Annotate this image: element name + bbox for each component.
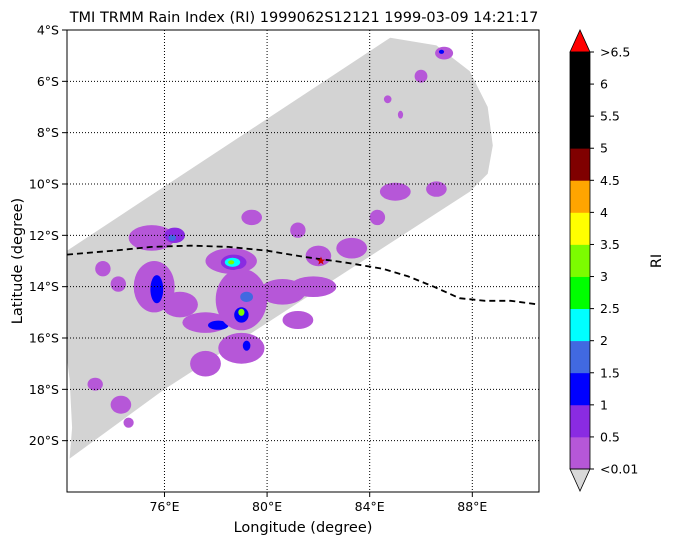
rain-cell (383, 95, 392, 104)
y-tick-label: 6°S (37, 74, 59, 89)
rain-cell (110, 395, 132, 414)
rain-cell (240, 291, 254, 302)
rain-cell (305, 245, 332, 267)
y-tick-label: 20°S (29, 433, 59, 448)
colorbar-segment (570, 116, 590, 149)
map-area: 76°E 80°E 84°E 88°E 4°S 6°S 8°S 10°S 12°S 14°S 16… (29, 23, 540, 514)
rain-cell (369, 209, 386, 226)
rain-cell (95, 261, 111, 277)
colorbar-segment (570, 340, 590, 374)
rain-cell (228, 260, 235, 265)
y-tick-label: 4°S (37, 23, 59, 38)
rain-cell (123, 417, 134, 428)
colorbar-over-triangle (569, 29, 591, 53)
rain-cell (290, 222, 306, 238)
colorbar-tick-label: 5 (600, 141, 608, 156)
colorbar-tick-label: 5.5 (600, 109, 620, 124)
y-tick-label: 16°S (29, 331, 59, 346)
colorbar: <0.01 0.5 1 1.5 2 2.5 3 3.5 4 4.5 5 5.5 6 >6.5 (569, 29, 638, 492)
rain-cell (426, 181, 447, 197)
colorbar-segment (570, 436, 590, 470)
y-tick-label: 10°S (29, 177, 59, 192)
rain-cell (397, 110, 404, 119)
y-axis-label: Latitude (degree) (10, 198, 26, 324)
colorbar-tick-label: >6.5 (600, 45, 630, 60)
rain-cell (282, 311, 314, 329)
colorbar-tick-label: 3 (600, 269, 608, 284)
colorbar-tick-label: <0.01 (600, 462, 638, 477)
rain-cell (438, 49, 445, 54)
rain-cell (110, 276, 127, 292)
rain-cell (435, 46, 454, 60)
colorbar-tick-label: 6 (600, 77, 608, 92)
rain-cell (218, 332, 265, 364)
x-tick-label: 76°E (149, 499, 179, 514)
colorbar-tick-label: 4 (600, 205, 608, 220)
rain-cell (379, 182, 411, 201)
colorbar-segment (570, 244, 590, 277)
storm-center-marker (316, 256, 326, 265)
rain-cell (336, 237, 368, 259)
colorbar-label: RI (649, 254, 665, 268)
rain-cell (238, 308, 245, 316)
rain-cell (87, 377, 103, 391)
rain-cell (241, 209, 262, 226)
y-tick-label: 12°S (29, 228, 59, 243)
colorbar-tick-label: 2 (600, 333, 608, 348)
rain-cell (242, 340, 251, 351)
plot-frame (66, 29, 540, 493)
x-axis-ticks: 76°E 80°E 84°E 88°E (149, 492, 487, 514)
colorbar-tick-label: 1.5 (600, 365, 620, 380)
y-tick-label: 14°S (29, 279, 59, 294)
colorbar-tick-label: 0.5 (600, 429, 620, 444)
colorbar-segment (570, 52, 590, 85)
colorbar-segment (570, 148, 590, 181)
colorbar-segment (570, 372, 590, 406)
rain-cell (208, 320, 229, 330)
chart-title: TMI TRMM Rain Index (RI) 1999062S12121 1… (69, 10, 539, 26)
rain-cell (150, 275, 164, 304)
x-tick-label: 88°E (457, 499, 487, 514)
colorbar-segment (570, 180, 590, 213)
graticule-grid (67, 30, 539, 492)
colorbar-segment (570, 404, 590, 438)
colorbar-segment (570, 308, 590, 342)
rain-cell (128, 225, 175, 251)
rain-cell (414, 69, 428, 83)
rain-cell (161, 291, 198, 318)
y-tick-label: 8°S (37, 125, 59, 140)
colorbar-segment (570, 276, 590, 310)
colorbar-frame (569, 51, 591, 470)
x-tick-label: 84°E (355, 499, 385, 514)
colorbar-tick-label: 2.5 (600, 301, 620, 316)
colorbar-tick-label: 4.5 (600, 173, 620, 188)
rain-cell (168, 234, 176, 241)
satellite-swath (67, 37, 493, 459)
y-axis-ticks: 4°S 6°S 8°S 10°S 12°S 14°S 16°S 18°S 20°S (29, 23, 67, 448)
colorbar-tick-label: 1 (600, 397, 608, 412)
colorbar-segment (570, 84, 590, 117)
y-tick-label: 18°S (29, 382, 59, 397)
colorbar-tick-label: 3.5 (600, 237, 620, 252)
x-tick-label: 80°E (252, 499, 282, 514)
colorbar-under-triangle (569, 468, 591, 492)
colorbar-segment (570, 212, 590, 245)
x-axis-label: Longitude (degree) (234, 520, 373, 536)
rain-cell (190, 350, 221, 377)
